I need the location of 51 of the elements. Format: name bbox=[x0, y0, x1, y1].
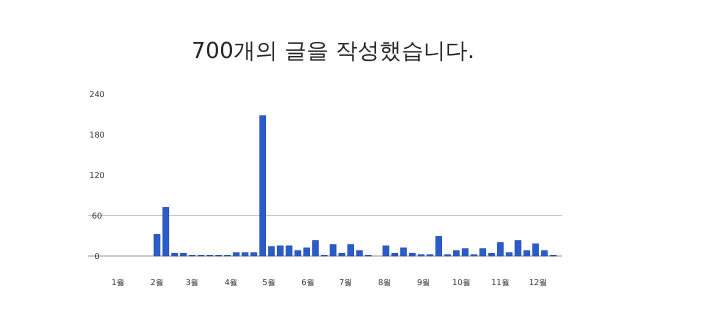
bar bbox=[523, 250, 530, 256]
x-tick-label: 4월 bbox=[224, 278, 238, 287]
bar bbox=[312, 240, 319, 256]
bar bbox=[541, 250, 548, 256]
chart-title: 700개의 글을 작성했습니다. bbox=[192, 39, 474, 64]
bar bbox=[232, 252, 240, 256]
bar bbox=[330, 244, 336, 256]
bar bbox=[180, 253, 187, 256]
x-tick-label: 3월 bbox=[186, 278, 199, 287]
bar bbox=[356, 250, 363, 256]
bar bbox=[435, 236, 442, 256]
bar bbox=[497, 242, 504, 256]
x-tick-label: 5월 bbox=[262, 278, 276, 287]
x-tick-label: 11월 bbox=[491, 278, 510, 287]
bar bbox=[488, 253, 495, 256]
bar bbox=[268, 246, 275, 256]
x-tick-label: 1월 bbox=[111, 278, 125, 287]
bar bbox=[259, 115, 266, 256]
bar bbox=[391, 253, 398, 256]
bar bbox=[303, 248, 310, 256]
x-tick-label: 12월 bbox=[529, 278, 548, 287]
bar bbox=[506, 252, 512, 256]
x-tick-label: 7월 bbox=[339, 278, 352, 287]
x-tick-label: 10월 bbox=[452, 278, 470, 287]
bar bbox=[162, 207, 170, 256]
bar bbox=[479, 248, 486, 256]
bar bbox=[514, 240, 522, 256]
bar bbox=[250, 252, 258, 256]
x-tick-label: 8월 bbox=[378, 278, 392, 287]
bar bbox=[338, 253, 346, 256]
x-tick-label: 9월 bbox=[417, 278, 430, 287]
bar bbox=[453, 250, 460, 256]
bar bbox=[276, 246, 284, 256]
y-tick-label: 60 bbox=[92, 212, 102, 220]
bar bbox=[532, 244, 539, 256]
bar bbox=[409, 253, 416, 256]
x-tick-label: 2월 bbox=[150, 278, 164, 287]
y-tick-label: 240 bbox=[89, 90, 105, 99]
bar bbox=[294, 250, 302, 256]
y-tick-label: 120 bbox=[89, 171, 105, 180]
bar bbox=[171, 253, 178, 256]
y-tick-label: 0 bbox=[94, 252, 100, 261]
bar bbox=[382, 246, 390, 256]
y-tick-label: 180 bbox=[89, 130, 105, 140]
bar bbox=[286, 246, 292, 256]
x-tick-label: 6월 bbox=[301, 278, 314, 287]
bar bbox=[347, 244, 354, 256]
bar bbox=[154, 234, 160, 256]
bar bbox=[462, 248, 468, 256]
bar bbox=[400, 248, 407, 256]
bar bbox=[242, 252, 248, 256]
